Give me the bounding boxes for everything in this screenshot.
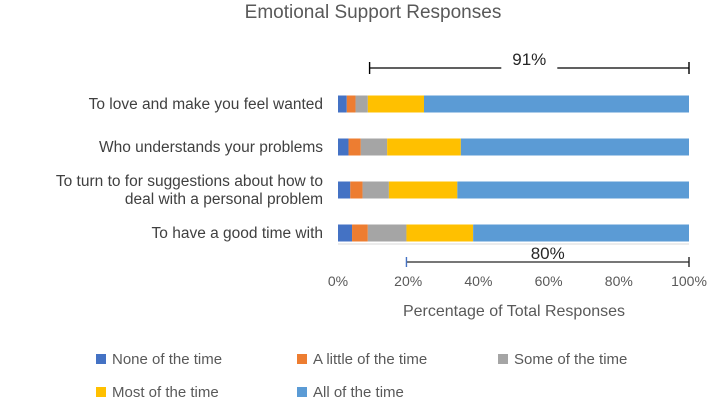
annotations: 91% 80% <box>368 50 690 267</box>
bar-all-of-the-time-1 <box>423 95 689 113</box>
legend: None of the time A little of the time Some… <box>96 351 627 401</box>
bar-most-of-the-time-1 <box>367 95 424 113</box>
bar-most-of-the-time-2 <box>387 138 461 156</box>
bar-a-little-of-the-time-1 <box>346 95 356 113</box>
annotation-1-label-bg <box>501 58 558 72</box>
bar-a-little-of-the-time-3 <box>350 181 363 199</box>
bar-none-of-the-time-1 <box>338 95 347 113</box>
bar-most-of-the-time-4 <box>406 224 474 242</box>
legend-label-some-of-the-time: Some of the time <box>514 351 627 368</box>
legend-label-a-little-of-the-time: A little of the time <box>313 351 427 368</box>
bar-none-of-the-time-4 <box>338 224 353 242</box>
bar-none-of-the-time-3 <box>338 181 351 199</box>
bar-a-little-of-the-time-4 <box>352 224 368 242</box>
bar-some-of-the-time-2 <box>360 138 388 156</box>
x-tick-label-40pct: 40% <box>464 273 492 289</box>
legend-swatch-some-of-the-time <box>498 354 508 364</box>
annotation-1-label: 91% <box>512 50 546 69</box>
category-label-2: Who understands your problems <box>99 139 323 156</box>
bar-all-of-the-time-3 <box>457 181 689 199</box>
x-tick-label-100pct: 100% <box>671 273 707 289</box>
category-label-3-line-2: deal with a personal problem <box>125 191 323 208</box>
legend-label-most-of-the-time: Most of the time <box>112 384 219 401</box>
bar-all-of-the-time-4 <box>473 224 689 242</box>
x-tick-label-60pct: 60% <box>535 273 563 289</box>
category-label-3-line-1: To turn to for suggestions about how to <box>56 173 323 190</box>
bar-most-of-the-time-3 <box>388 181 458 199</box>
bar-a-little-of-the-time-2 <box>348 138 361 156</box>
x-axis-title: Percentage of Total Responses <box>403 303 625 320</box>
annotation-2-label: 80% <box>531 244 565 263</box>
category-label-4: To have a good time with <box>152 225 323 242</box>
legend-label-none-of-the-time: None of the time <box>112 351 222 368</box>
bar-some-of-the-time-1 <box>355 95 368 113</box>
legend-swatch-none-of-the-time <box>96 354 106 364</box>
category-labels: To love and make you feel wanted Who unde… <box>56 96 323 242</box>
legend-swatch-all-of-the-time <box>297 387 307 397</box>
x-tick-label-80pct: 80% <box>605 273 633 289</box>
bar-none-of-the-time-2 <box>338 138 349 156</box>
x-tick-label-0pct: 0% <box>328 273 348 289</box>
bar-some-of-the-time-3 <box>362 181 389 199</box>
bars-group <box>338 95 689 242</box>
x-tick-labels: 0% 20% 40% 60% 80% 100% <box>328 273 707 289</box>
chart-title: Emotional Support Responses <box>245 2 502 23</box>
legend-swatch-most-of-the-time <box>96 387 106 397</box>
legend-label-all-of-the-time: All of the time <box>313 384 404 401</box>
bar-all-of-the-time-2 <box>460 138 689 156</box>
category-label-1: To love and make you feel wanted <box>89 96 323 113</box>
bar-some-of-the-time-4 <box>367 224 407 242</box>
x-tick-label-20pct: 20% <box>394 273 422 289</box>
legend-swatch-a-little-of-the-time <box>297 354 307 364</box>
